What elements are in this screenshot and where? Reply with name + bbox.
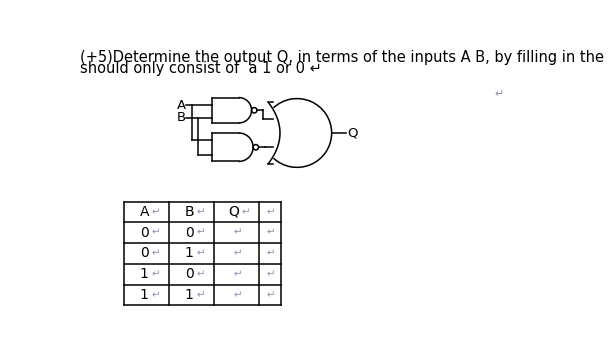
Text: ↵: ↵ [241,207,250,217]
Text: 0: 0 [140,226,148,240]
Text: ↵: ↵ [196,269,205,279]
Text: B: B [184,205,194,219]
Text: 1: 1 [140,267,148,281]
Text: 1: 1 [185,246,193,260]
Text: A: A [177,99,186,112]
Text: ↵: ↵ [233,290,242,300]
Text: ↵: ↵ [196,290,205,300]
Text: ↵: ↵ [267,249,275,258]
Text: ↵: ↵ [267,290,275,300]
Text: ↵: ↵ [196,249,205,258]
Text: Q: Q [229,205,240,219]
Text: should only consist of  a 1 or 0 ↵: should only consist of a 1 or 0 ↵ [80,61,322,75]
Text: 0: 0 [185,226,193,240]
Text: Q: Q [347,126,358,139]
Text: ↵: ↵ [233,249,242,258]
Text: ↵: ↵ [151,207,160,217]
Text: ↵: ↵ [196,228,205,238]
Text: A: A [139,205,149,219]
Text: ↵: ↵ [267,228,275,238]
Text: ↵: ↵ [151,290,160,300]
Text: ↵: ↵ [151,228,160,238]
Text: ↵: ↵ [151,249,160,258]
Text: ↵: ↵ [267,207,275,217]
Text: 0: 0 [185,267,193,281]
Text: 1: 1 [185,288,193,302]
Text: ↵: ↵ [494,90,504,99]
Text: 1: 1 [140,288,148,302]
Text: ↵: ↵ [267,269,275,279]
Text: (+5)Determine the output Q, in terms of the inputs A B, by filling in the table : (+5)Determine the output Q, in terms of … [80,50,608,65]
Text: ↵: ↵ [151,269,160,279]
Text: 0: 0 [140,246,148,260]
Text: ↵: ↵ [196,207,205,217]
Text: ↵: ↵ [233,228,242,238]
Text: B: B [177,111,186,124]
Text: ↵: ↵ [233,269,242,279]
